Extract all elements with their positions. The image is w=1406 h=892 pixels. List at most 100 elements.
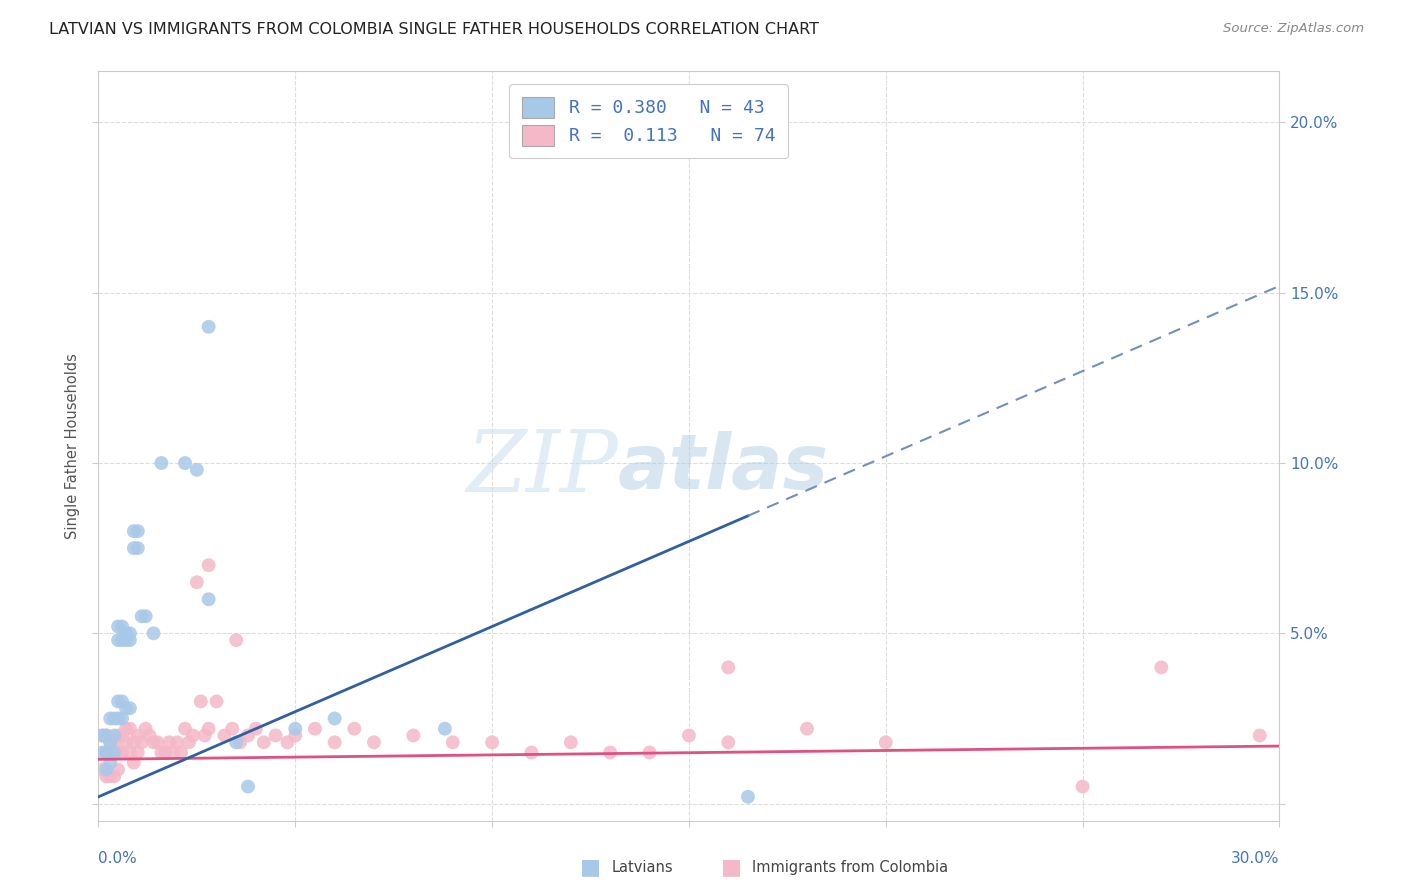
Point <box>284 729 307 743</box>
Point <box>96 746 118 760</box>
Point <box>181 729 204 743</box>
Point <box>118 626 141 640</box>
Point <box>96 729 118 743</box>
Point <box>122 735 145 749</box>
Point <box>142 626 165 640</box>
Point <box>98 735 121 749</box>
Point <box>107 694 129 708</box>
Point <box>96 746 118 760</box>
Point <box>875 735 897 749</box>
Point <box>197 722 219 736</box>
Point <box>107 619 129 633</box>
Point <box>264 729 287 743</box>
Point <box>304 722 326 736</box>
Legend: R = 0.380   N = 43, R =  0.113   N = 74: R = 0.380 N = 43, R = 0.113 N = 74 <box>509 84 787 159</box>
Point <box>194 729 217 743</box>
Point <box>135 609 157 624</box>
Point <box>107 729 129 743</box>
Point <box>122 541 145 556</box>
Point <box>111 633 134 648</box>
Point <box>150 746 173 760</box>
Point <box>1150 660 1173 674</box>
Point <box>1071 780 1094 794</box>
Point <box>103 729 125 743</box>
Point <box>98 756 121 770</box>
Text: Latvians: Latvians <box>612 860 673 874</box>
Point <box>433 722 456 736</box>
Point <box>599 746 621 760</box>
Point <box>91 763 114 777</box>
Point <box>118 701 141 715</box>
Point <box>150 456 173 470</box>
Point <box>197 558 219 573</box>
Text: atlas: atlas <box>619 432 830 506</box>
Point <box>678 729 700 743</box>
Point <box>103 769 125 783</box>
Point <box>115 626 138 640</box>
Point <box>225 633 247 648</box>
Text: ■: ■ <box>581 857 600 877</box>
Point <box>118 633 141 648</box>
Point <box>98 735 121 749</box>
Point <box>96 729 118 743</box>
Point <box>127 729 149 743</box>
Point <box>98 746 121 760</box>
Point <box>107 633 129 648</box>
Point <box>146 735 169 749</box>
Point <box>205 694 228 708</box>
Point <box>186 463 208 477</box>
Point <box>142 735 165 749</box>
Text: 0.0%: 0.0% <box>98 851 138 866</box>
Point <box>127 524 149 538</box>
Point <box>253 735 276 749</box>
Point <box>276 735 298 749</box>
Point <box>107 746 129 760</box>
Point <box>122 524 145 538</box>
Y-axis label: Single Father Households: Single Father Households <box>65 353 80 539</box>
Point <box>111 746 134 760</box>
Point <box>284 722 307 736</box>
Point <box>131 609 153 624</box>
Point <box>103 711 125 725</box>
Point <box>560 735 582 749</box>
Point <box>1249 729 1271 743</box>
Point <box>221 722 243 736</box>
Point <box>118 746 141 760</box>
Point <box>131 735 153 749</box>
Point <box>166 735 188 749</box>
Point <box>190 694 212 708</box>
Point <box>127 746 149 760</box>
Point <box>162 746 184 760</box>
Point <box>107 711 129 725</box>
Point <box>96 763 118 777</box>
Point <box>155 746 177 760</box>
Point <box>91 729 114 743</box>
Point <box>103 746 125 760</box>
Point <box>98 769 121 783</box>
Point <box>115 735 138 749</box>
Point <box>174 456 197 470</box>
Point <box>197 592 219 607</box>
Point <box>103 735 125 749</box>
Point <box>177 735 200 749</box>
Point <box>737 789 759 804</box>
Point <box>174 722 197 736</box>
Point <box>91 746 114 760</box>
Text: ■: ■ <box>721 857 741 877</box>
Point <box>111 711 134 725</box>
Point <box>138 729 160 743</box>
Point <box>520 746 543 760</box>
Point <box>197 319 219 334</box>
Point <box>127 541 149 556</box>
Point <box>402 729 425 743</box>
Point <box>481 735 503 749</box>
Point <box>91 729 114 743</box>
Point <box>225 735 247 749</box>
Point <box>717 735 740 749</box>
Point <box>323 711 346 725</box>
Point <box>118 722 141 736</box>
Point <box>135 722 157 736</box>
Point <box>115 701 138 715</box>
Point <box>441 735 464 749</box>
Point <box>96 769 118 783</box>
